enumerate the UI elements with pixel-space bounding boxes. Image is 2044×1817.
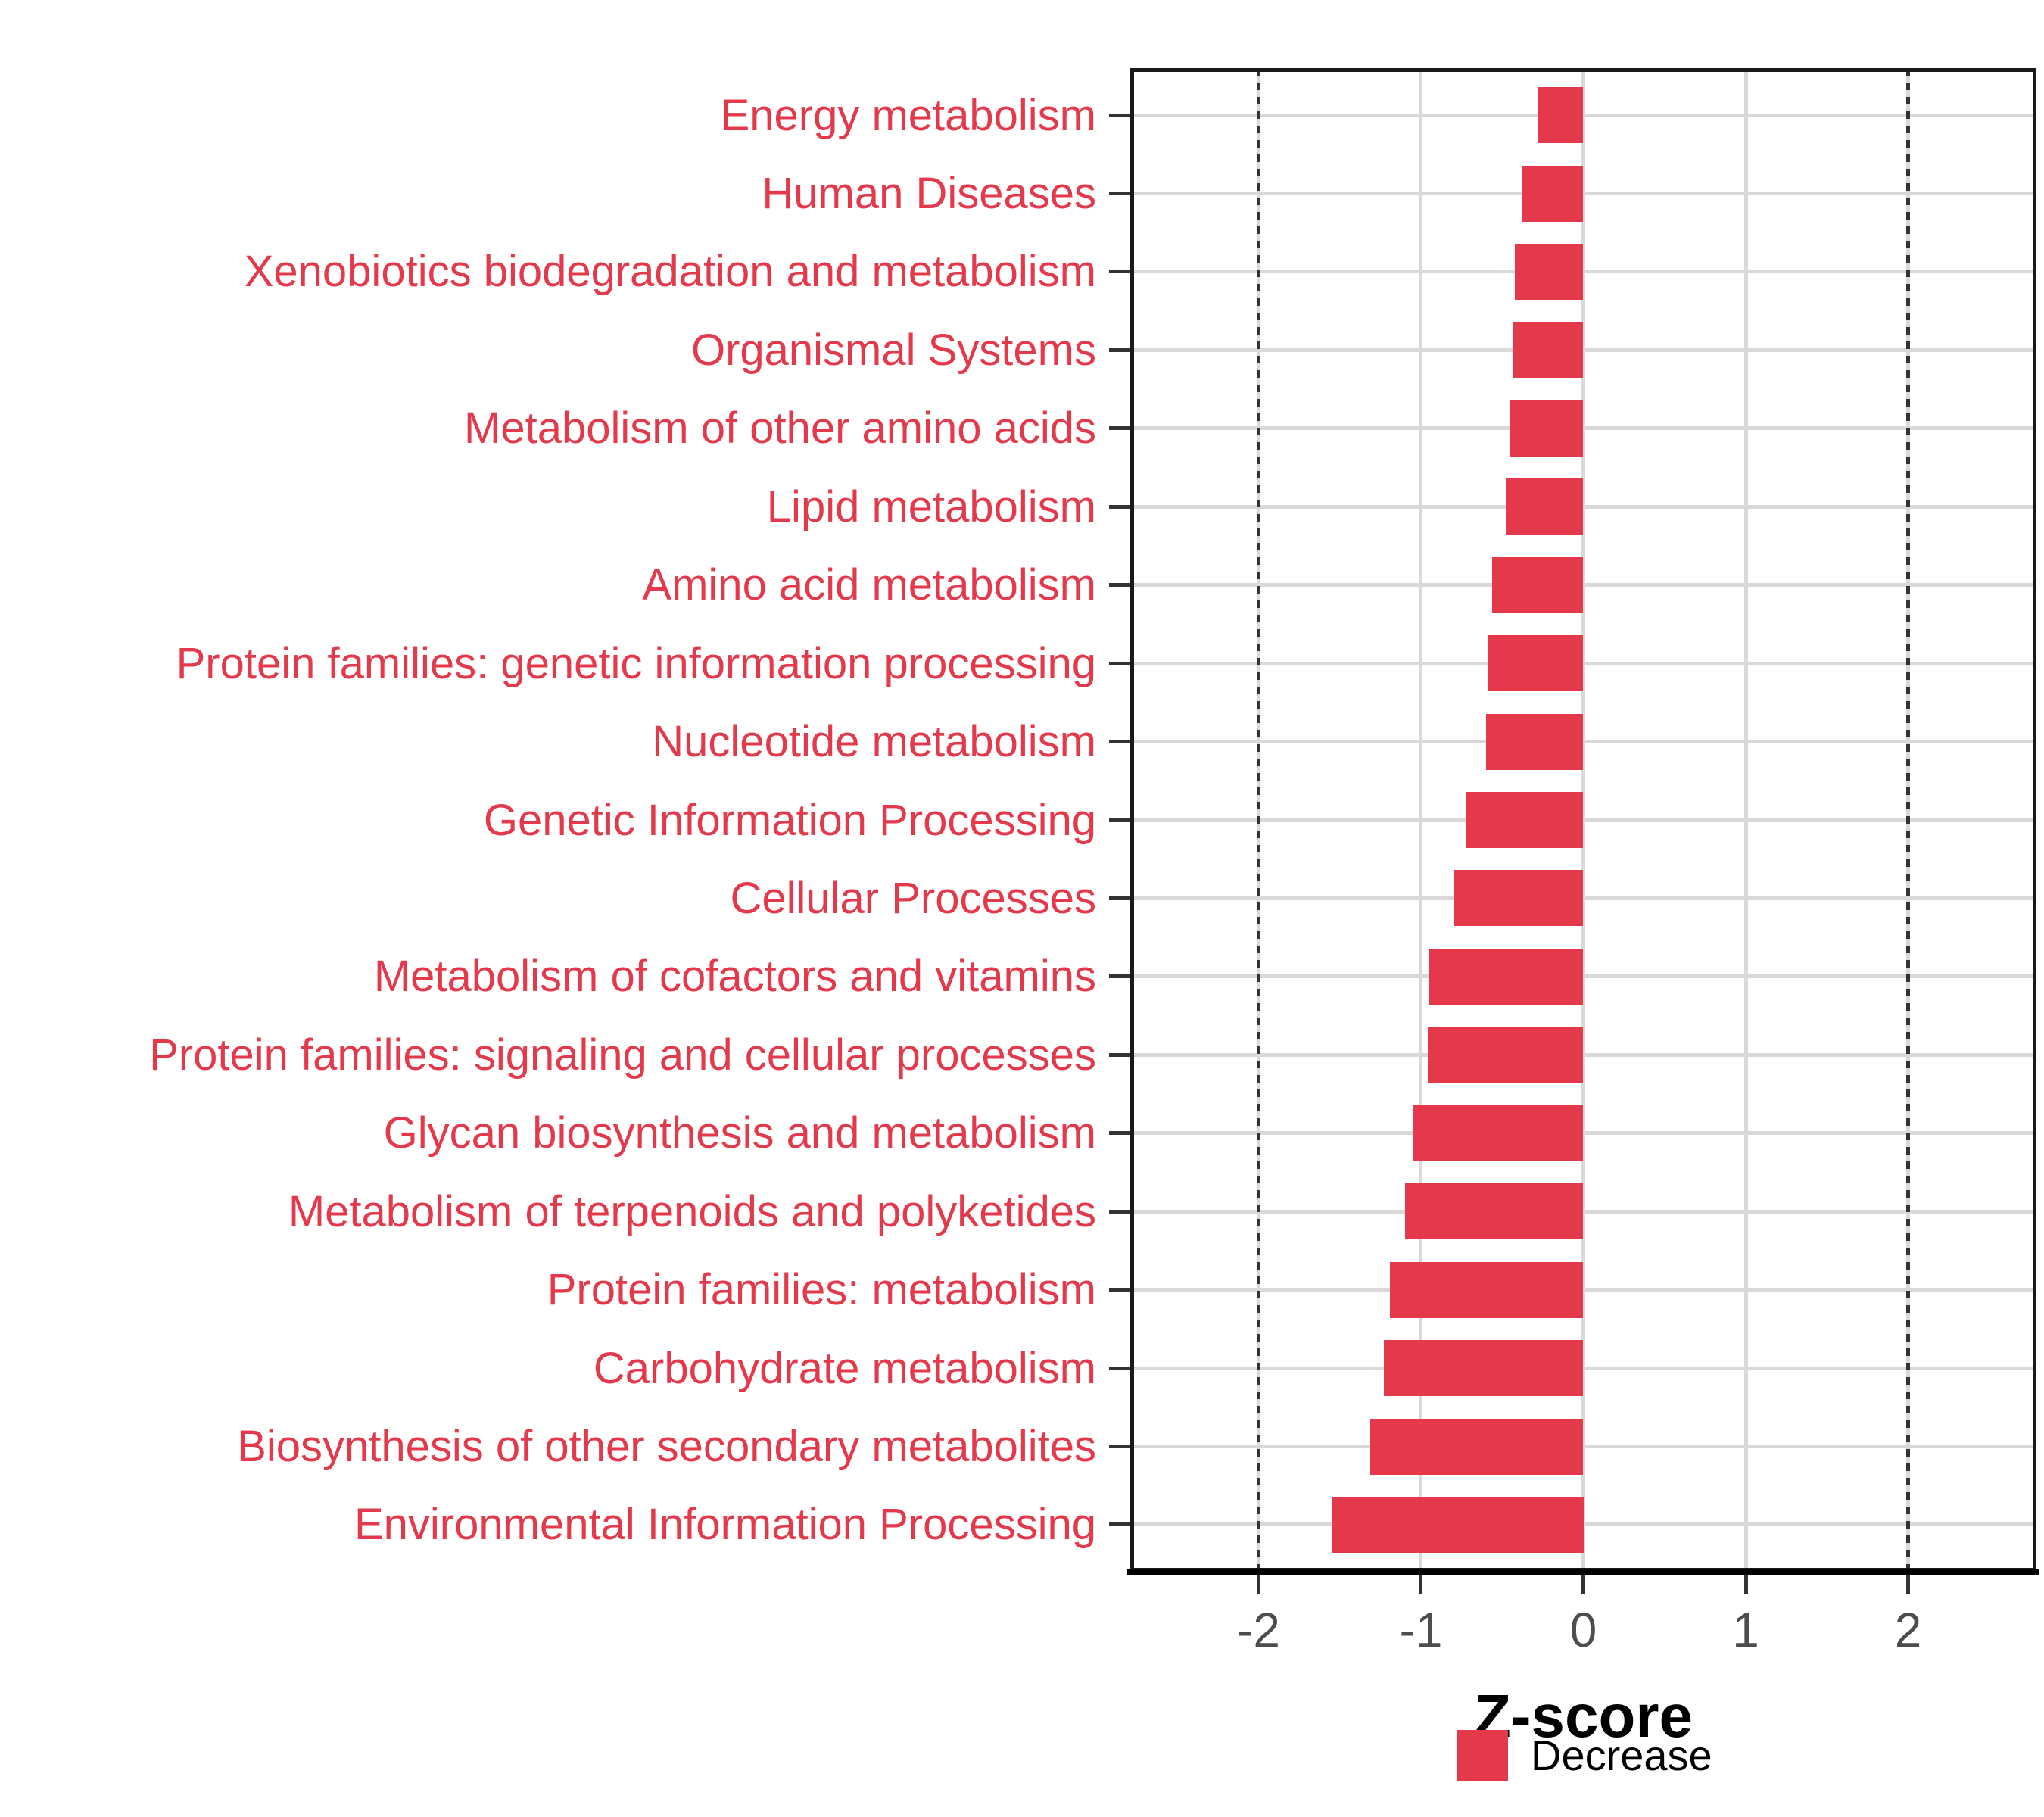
reference-line <box>1906 68 1911 1572</box>
gridline-y <box>1130 740 2036 744</box>
category-label: Glycan biosynthesis and metabolism <box>383 1108 1096 1158</box>
category-label: Metabolism of terpenoids and polyketides <box>288 1186 1096 1236</box>
bar <box>1485 713 1584 770</box>
x-tick-label: 2 <box>1894 1603 1922 1657</box>
gridline-y <box>1130 1445 2036 1448</box>
bar <box>1427 1027 1584 1083</box>
category-label: Metabolism of other amino acids <box>464 404 1096 453</box>
reference-line <box>1256 68 1260 1572</box>
x-axis-line <box>1127 1569 2039 1575</box>
x-tick-label: -2 <box>1237 1603 1280 1657</box>
bar <box>1453 870 1584 927</box>
category-label: Environmental Information Processing <box>354 1500 1096 1550</box>
gridline-y <box>1130 1522 2036 1527</box>
gridline-y <box>1130 348 2036 352</box>
bar <box>1510 400 1584 457</box>
bar <box>1404 1183 1584 1240</box>
bar <box>1513 322 1584 379</box>
bar <box>1505 478 1584 535</box>
y-tick-mark <box>1109 1052 1130 1057</box>
gridline-y <box>1130 661 2036 665</box>
category-label: Biosynthesis of other secondary metaboli… <box>237 1422 1096 1471</box>
category-label: Amino acid metabolism <box>642 560 1096 610</box>
gridline-y <box>1130 113 2036 117</box>
gridline-y <box>1130 1366 2036 1370</box>
gridline-y <box>1130 1131 2036 1136</box>
category-label: Xenobiotics biodegradation and metabolis… <box>244 247 1096 297</box>
gridline-y <box>1130 192 2036 195</box>
bar <box>1429 948 1584 1005</box>
gridline-y <box>1130 583 2036 587</box>
y-tick-mark <box>1109 974 1130 979</box>
y-tick-mark <box>1109 504 1130 509</box>
x-tick-mark <box>1581 1572 1585 1594</box>
gridline-y <box>1130 818 2036 822</box>
category-label: Cellular Processes <box>730 873 1096 923</box>
bar <box>1538 87 1584 144</box>
y-tick-mark <box>1109 113 1130 117</box>
x-tick-mark <box>1906 1572 1911 1594</box>
y-tick-mark <box>1109 1366 1130 1370</box>
gridline-y <box>1130 1288 2036 1292</box>
y-tick-mark <box>1109 583 1130 587</box>
legend-key-swatch <box>1457 1730 1508 1781</box>
x-axis-title: Z-score <box>1474 1682 1693 1750</box>
y-tick-mark <box>1109 661 1130 665</box>
legend: Decrease <box>1457 1730 1712 1781</box>
bar <box>1487 635 1584 692</box>
bar <box>1466 792 1584 848</box>
gridline-y <box>1130 1209 2036 1214</box>
category-label: Human Diseases <box>762 169 1096 218</box>
category-label: Nucleotide metabolism <box>652 717 1096 767</box>
y-tick-mark <box>1109 1445 1130 1448</box>
y-tick-mark <box>1109 896 1130 900</box>
x-tick-label: -1 <box>1399 1603 1443 1657</box>
y-tick-mark <box>1109 426 1130 431</box>
category-label: Organismal Systems <box>690 325 1096 375</box>
gridline-y <box>1130 1052 2036 1057</box>
legend-label: Decrease <box>1531 1731 1712 1779</box>
x-tick-mark <box>1419 1572 1423 1594</box>
x-tick-mark <box>1743 1572 1748 1594</box>
gridline-y <box>1130 270 2036 274</box>
bar <box>1492 556 1584 613</box>
y-tick-mark <box>1109 740 1130 744</box>
bar <box>1370 1418 1584 1475</box>
bar <box>1515 243 1584 300</box>
x-tick-label: 1 <box>1732 1603 1759 1657</box>
y-tick-mark <box>1109 1288 1130 1292</box>
category-label: Carbohydrate metabolism <box>593 1343 1096 1393</box>
y-tick-mark <box>1109 1522 1130 1527</box>
category-label: Metabolism of cofactors and vitamins <box>373 952 1096 1002</box>
y-tick-mark <box>1109 818 1130 822</box>
y-tick-mark <box>1109 1131 1130 1136</box>
category-label: Protein families: signaling and cellular… <box>149 1030 1096 1080</box>
gridline-y <box>1130 504 2036 509</box>
y-tick-mark <box>1109 270 1130 274</box>
category-label: Lipid metabolism <box>766 482 1096 531</box>
gridline-y <box>1130 426 2036 431</box>
bar <box>1332 1496 1584 1553</box>
bar <box>1413 1105 1584 1161</box>
bar <box>1521 165 1584 222</box>
gridline-y <box>1130 974 2036 979</box>
y-tick-mark <box>1109 192 1130 195</box>
category-label: Energy metabolism <box>720 90 1096 140</box>
y-tick-mark <box>1109 1209 1130 1214</box>
gridline-y <box>1130 896 2036 900</box>
x-tick-label: 0 <box>1569 1603 1597 1657</box>
y-tick-mark <box>1109 348 1130 352</box>
category-label: Protein families: metabolism <box>547 1265 1096 1315</box>
x-tick-mark <box>1256 1572 1260 1594</box>
bar <box>1390 1261 1584 1318</box>
bar <box>1383 1340 1584 1397</box>
category-label: Protein families: genetic information pr… <box>176 638 1096 688</box>
category-label: Genetic Information Processing <box>483 795 1096 845</box>
